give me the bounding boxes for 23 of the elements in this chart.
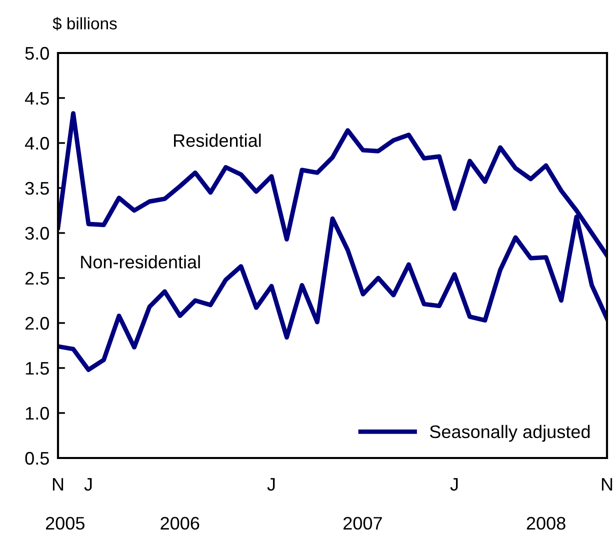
text: 2008	[526, 516, 566, 530]
series-label: Residential	[174, 134, 261, 147]
text: 2005	[46, 516, 84, 530]
y-tick-label: 0.5	[25, 452, 49, 465]
y-tick-label: 4.0	[24, 136, 49, 150]
y-tick-label: 3.5	[25, 182, 49, 195]
y-tick-label: 5.0	[25, 46, 49, 60]
y-axis-title: $ billions	[52, 16, 117, 30]
y-tick-label: 2.5	[25, 272, 49, 285]
x-tick-label: N	[52, 478, 64, 491]
y-tick-label: 1.0	[26, 406, 49, 420]
y-tick-label: 3.0	[25, 226, 49, 240]
text: 2007	[344, 516, 382, 530]
y-tick-label: 1.5	[26, 362, 49, 375]
series-label: Non-residential	[81, 255, 200, 268]
x-tick-label: J	[267, 478, 275, 491]
y-tick-label: 2.0	[25, 316, 49, 330]
y-tick-label: 4.5	[24, 92, 49, 105]
text: 2006	[160, 516, 200, 530]
x-tick-label: J	[450, 478, 458, 491]
x-tick-label: N	[602, 478, 612, 491]
x-tick-label: J	[84, 478, 92, 491]
annotation: Seasonally adjusted	[430, 424, 590, 442]
